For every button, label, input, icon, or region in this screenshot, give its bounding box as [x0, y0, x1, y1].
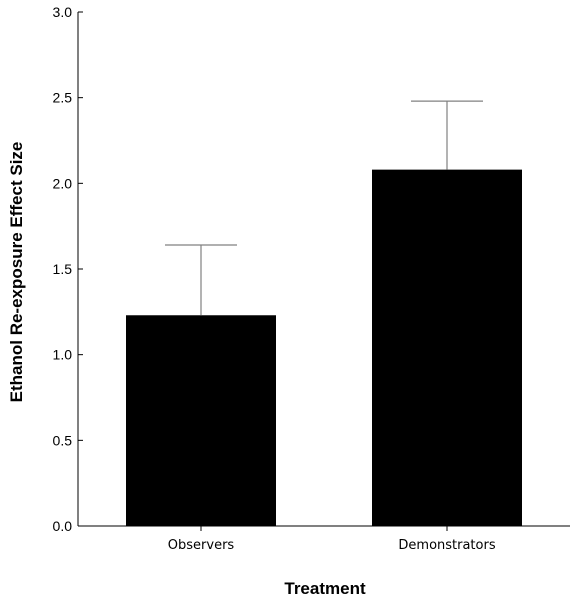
- y-tick-label: 2.0: [53, 175, 73, 191]
- y-tick-label: 1.0: [53, 347, 73, 363]
- y-tick-label: 0.5: [53, 432, 73, 448]
- x-tick-label: Observers: [168, 538, 235, 553]
- bar-observers: [126, 315, 276, 526]
- y-axis: 0.0 0.5 1.0 1.5 2.0 2.5 3.0: [53, 4, 83, 534]
- error-bars: [165, 100, 483, 316]
- bars: [126, 169, 522, 527]
- y-axis-title: Ethanol Re-exposure Effect Size: [7, 142, 26, 403]
- x-axis: [78, 525, 570, 531]
- y-tick-label: 0.0: [53, 518, 73, 534]
- category-labels: Observers Demonstrators: [168, 538, 496, 553]
- y-tick-label: 1.5: [53, 261, 73, 277]
- x-axis-title: Treatment: [284, 579, 366, 598]
- x-tick-label: Demonstrators: [398, 538, 495, 553]
- y-tick-label: 3.0: [53, 4, 73, 20]
- y-tick-label: 2.5: [53, 90, 73, 106]
- bar-demonstrators: [372, 169, 522, 527]
